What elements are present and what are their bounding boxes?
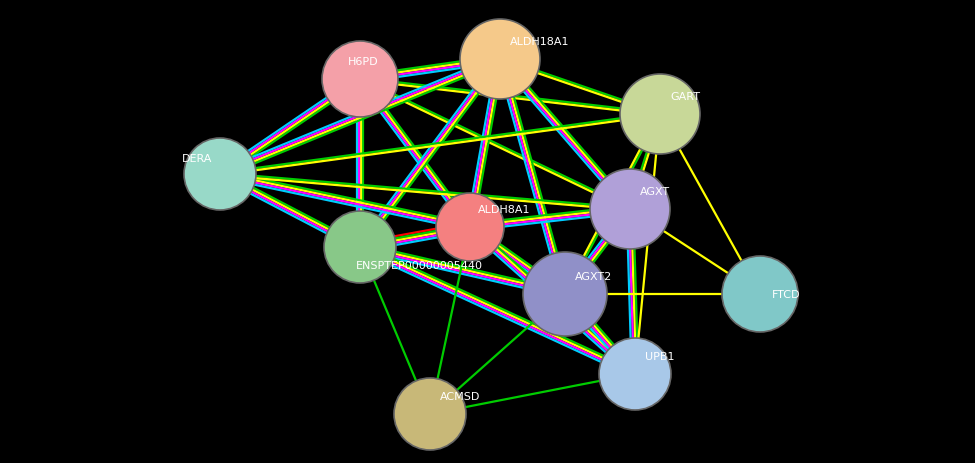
Text: GART: GART (670, 92, 700, 102)
Circle shape (436, 194, 504, 262)
Text: AGXT: AGXT (640, 187, 670, 197)
Text: ALDH8A1: ALDH8A1 (478, 205, 530, 214)
Text: ACMSD: ACMSD (440, 391, 481, 401)
Circle shape (590, 169, 670, 250)
Circle shape (460, 20, 540, 100)
Text: UPB1: UPB1 (645, 351, 675, 361)
Circle shape (184, 139, 256, 211)
Text: FTCD: FTCD (772, 289, 800, 300)
Circle shape (620, 75, 700, 155)
Circle shape (599, 338, 671, 410)
Text: DERA: DERA (181, 154, 212, 163)
Text: H6PD: H6PD (348, 57, 378, 67)
Text: ENSPTEP00000005440: ENSPTEP00000005440 (356, 260, 483, 270)
Circle shape (722, 257, 798, 332)
Circle shape (324, 212, 396, 283)
Text: ALDH18A1: ALDH18A1 (510, 37, 569, 47)
Circle shape (394, 378, 466, 450)
Circle shape (322, 42, 398, 118)
Circle shape (523, 252, 607, 336)
Text: AGXT2: AGXT2 (575, 271, 612, 282)
